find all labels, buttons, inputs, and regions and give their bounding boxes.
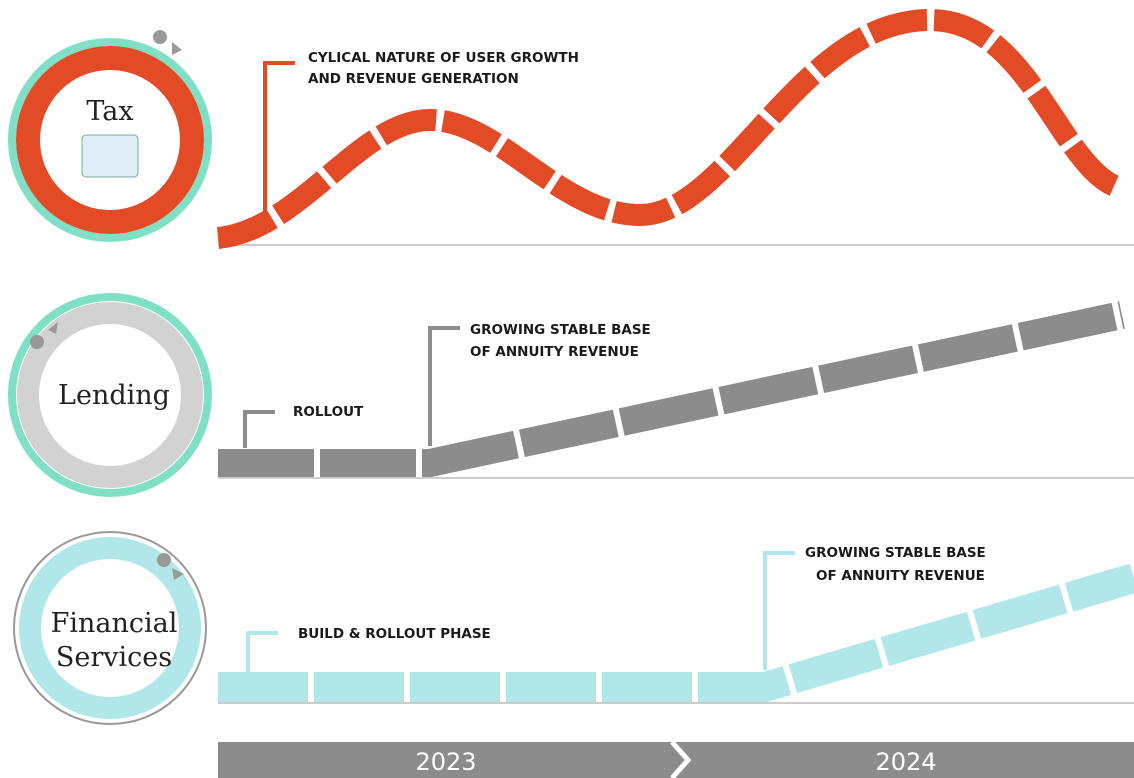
year-label: 2024 — [875, 748, 936, 776]
ring-arrow — [172, 42, 182, 55]
annotation: ROLLOUT — [293, 404, 364, 420]
tax-icon — [82, 135, 138, 177]
ring-dot — [153, 30, 167, 44]
ring-dot — [30, 335, 44, 349]
infographic: Tax CYLICAL NATURE OF USER GROWTH AND RE… — [0, 0, 1134, 778]
bracket — [245, 412, 275, 448]
annotation: GROWING STABLE BASE — [470, 322, 651, 338]
annotation: GROWING STABLE BASE — [805, 545, 986, 561]
lending-row: Lending ROLLOUT GROWING STABLE BASE OF A… — [12, 297, 1134, 493]
ring-dot — [157, 553, 171, 567]
growth-band — [218, 315, 1122, 463]
segment-label: Lending — [58, 380, 170, 411]
year-label: 2023 — [415, 748, 476, 776]
annotation: BUILD & ROLLOUT PHASE — [298, 626, 491, 642]
segment-label: Financial — [51, 608, 178, 639]
segment-label: Services — [56, 642, 172, 673]
annotation: OF ANNUITY REVENUE — [470, 344, 639, 360]
bracket — [248, 633, 278, 672]
annotation: CYLICAL NATURE OF USER GROWTH — [308, 50, 579, 66]
bracket — [430, 328, 460, 446]
bracket — [765, 553, 795, 670]
financial-row: Financial Services BUILD & ROLLOUT PHASE… — [14, 532, 1134, 724]
annotation: AND REVENUE GENERATION — [308, 71, 519, 87]
tax-row: Tax CYLICAL NATURE OF USER GROWTH AND RE… — [12, 20, 1134, 245]
segment-label: Tax — [86, 96, 133, 127]
timeline: 2023 2024 — [218, 742, 1134, 778]
annotation: OF ANNUITY REVENUE — [816, 568, 985, 584]
